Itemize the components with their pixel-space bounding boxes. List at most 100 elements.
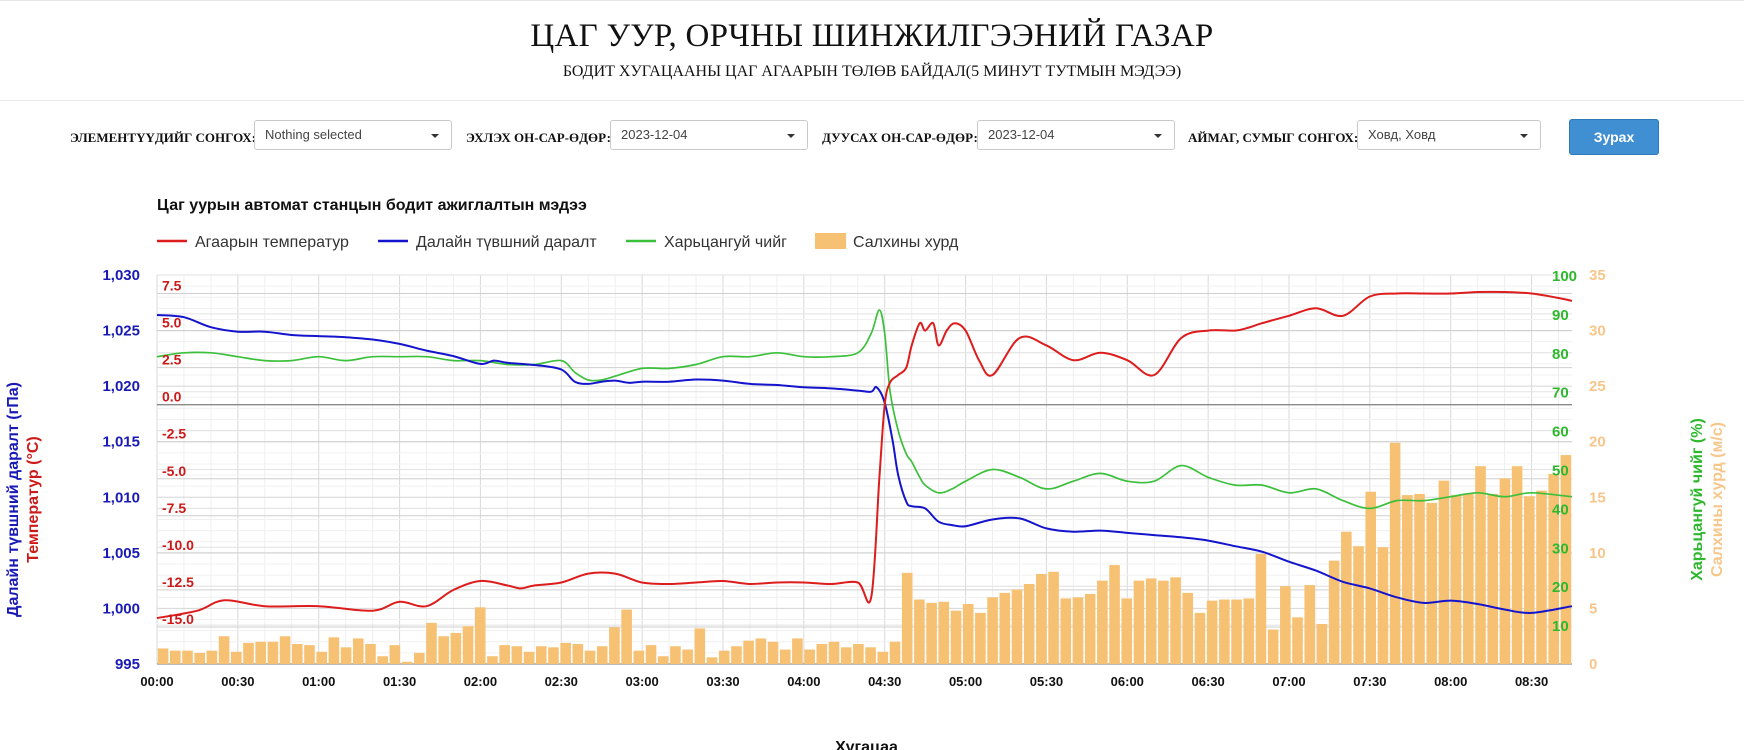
wind-bar bbox=[1475, 466, 1486, 664]
wind-bar bbox=[596, 646, 608, 664]
x-tick-label: 00:00 bbox=[140, 674, 173, 689]
wind-bar bbox=[1499, 478, 1511, 664]
start-date-select[interactable]: 2023-12-04 bbox=[610, 120, 808, 150]
wind-bar bbox=[755, 638, 767, 664]
temperature-tick-label: 0.0 bbox=[162, 389, 182, 405]
wind-bar bbox=[609, 627, 620, 664]
temperature-tick-label: 2.5 bbox=[162, 352, 182, 368]
header-divider bbox=[0, 100, 1744, 101]
temperature-tick-label: -5.0 bbox=[162, 463, 186, 479]
wind-bar bbox=[523, 651, 535, 664]
chart-title: Цаг уурын автомат станцын бодит ажиглалт… bbox=[157, 197, 587, 214]
wind-bar bbox=[1219, 599, 1230, 664]
wind-bar bbox=[316, 651, 327, 664]
wind-bar bbox=[816, 643, 828, 664]
pressure-tick-label: 1,025 bbox=[102, 323, 140, 340]
start-date-value: 2023-12-04 bbox=[621, 127, 688, 142]
wind-bar bbox=[1023, 583, 1035, 664]
wind-bar bbox=[1450, 495, 1462, 664]
wind-bar bbox=[426, 622, 437, 664]
end-date-select[interactable]: 2023-12-04 bbox=[977, 120, 1175, 150]
wind-bar bbox=[987, 597, 998, 664]
wind-bar bbox=[1524, 496, 1535, 664]
elements-select[interactable]: Nothing selected bbox=[254, 120, 452, 150]
legend-item-wind-swatch bbox=[815, 233, 846, 249]
draw-button[interactable]: Зурах bbox=[1569, 119, 1659, 155]
humidity-tick-label: 80 bbox=[1552, 346, 1569, 363]
wind-bar bbox=[1511, 466, 1523, 664]
pressure-tick-label: 995 bbox=[115, 656, 140, 673]
wind-bar bbox=[901, 572, 913, 664]
temperature-tick-label: -10.0 bbox=[162, 537, 194, 553]
wind-bar bbox=[1402, 495, 1413, 664]
wind-bar bbox=[267, 641, 279, 664]
wind-bar bbox=[926, 602, 937, 664]
page-title: ЦАГ УУР, ОРЧНЫ ШИНЖИЛГЭЭНИЙ ГАЗАР bbox=[530, 18, 1214, 54]
humidity-axis-title: Харьцангуй чийг (%) bbox=[1689, 418, 1706, 581]
wind-bar bbox=[584, 650, 596, 664]
wind-bar bbox=[779, 649, 791, 664]
x-tick-label: 07:30 bbox=[1353, 674, 1386, 689]
wind-bar bbox=[1414, 493, 1425, 664]
wind-bar bbox=[1536, 490, 1547, 664]
humidity-tick-label: 20 bbox=[1552, 579, 1569, 596]
chevron-down-icon bbox=[431, 134, 439, 138]
page-header: ЦАГ УУР, ОРЧНЫ ШИНЖИЛГЭЭНИЙ ГАЗАР БОДИТ … bbox=[0, 8, 1744, 81]
filter-bar: ЭЛЕМЕНТҮҮДИЙГ СОНГОХ: Nothing selected Э… bbox=[0, 118, 1744, 158]
wind-tick-label: 20 bbox=[1589, 434, 1606, 451]
wind-bar bbox=[1084, 593, 1096, 664]
x-tick-label: 03:00 bbox=[626, 674, 659, 689]
wind-bar bbox=[352, 638, 364, 664]
wind-bar bbox=[1280, 586, 1291, 664]
wind-bar bbox=[743, 640, 754, 664]
wind-bar bbox=[243, 642, 254, 664]
temperature-tick-label: -7.5 bbox=[162, 500, 186, 516]
wind-bar bbox=[511, 646, 523, 664]
wind-bar bbox=[1133, 580, 1145, 664]
weather-chart: Цаг уурын автомат станцын бодит ажиглалт… bbox=[5, 197, 1726, 750]
wind-bar bbox=[413, 652, 425, 664]
temperature-tick-label: -12.5 bbox=[162, 574, 194, 590]
legend-item-humidity-label: Харьцангуй чийг bbox=[664, 234, 787, 251]
wind-bar bbox=[938, 601, 950, 664]
wind-bar bbox=[853, 643, 864, 664]
end-date-value: 2023-12-04 bbox=[988, 127, 1055, 142]
wind-bar bbox=[340, 647, 352, 664]
wind-bar bbox=[304, 645, 315, 664]
x-tick-label: 04:00 bbox=[787, 674, 820, 689]
station-label: АЙМАГ, СУМЫГ СОНГОХ: bbox=[1188, 130, 1359, 145]
wind-bar bbox=[328, 637, 340, 664]
wind-bar bbox=[401, 661, 413, 664]
wind-bar bbox=[487, 656, 498, 664]
wind-bar bbox=[1463, 493, 1474, 664]
wind-tick-label: 5 bbox=[1589, 600, 1597, 617]
wind-bar bbox=[462, 626, 474, 664]
wind-tick-label: 25 bbox=[1589, 378, 1606, 395]
temperature-line bbox=[156, 290, 1573, 620]
x-tick-label: 03:30 bbox=[706, 674, 739, 689]
station-select[interactable]: Ховд, Ховд bbox=[1357, 120, 1541, 150]
wind-bar bbox=[694, 628, 706, 664]
wind-bar bbox=[767, 641, 779, 664]
wind-bar bbox=[1182, 592, 1194, 664]
wind-bar bbox=[731, 646, 742, 664]
wind-bar bbox=[1487, 493, 1499, 664]
wind-bar bbox=[999, 592, 1011, 664]
page-subtitle: БОДИТ ХУГАЦААНЫ ЦАГ АГААРЫН ТӨЛӨВ БАЙДАЛ… bbox=[562, 63, 1182, 80]
x-tick-label: 01:00 bbox=[302, 674, 335, 689]
wind-bar bbox=[1206, 600, 1218, 664]
temperature-axis-title: Температур (°C) bbox=[25, 436, 42, 562]
wind-bar bbox=[1048, 571, 1059, 664]
wind-bar bbox=[792, 638, 803, 664]
x-tick-label: 01:30 bbox=[383, 674, 416, 689]
wind-bar bbox=[1036, 573, 1047, 664]
wind-bar bbox=[657, 656, 669, 664]
wind-bar bbox=[438, 636, 449, 664]
wind-bar bbox=[1304, 585, 1316, 664]
x-tick-label: 07:00 bbox=[1272, 674, 1305, 689]
temperature-tick-label: -2.5 bbox=[162, 426, 186, 442]
wind-bar bbox=[914, 599, 925, 664]
x-tick-label: 02:30 bbox=[545, 674, 578, 689]
wind-tick-label: 0 bbox=[1589, 656, 1597, 673]
x-tick-label: 06:00 bbox=[1111, 674, 1144, 689]
